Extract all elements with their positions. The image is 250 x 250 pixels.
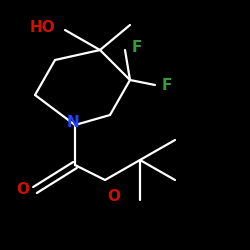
Text: N: N xyxy=(66,115,79,130)
Text: O: O xyxy=(108,189,120,204)
Text: F: F xyxy=(131,40,141,55)
Text: HO: HO xyxy=(29,20,55,35)
Text: F: F xyxy=(161,78,172,92)
Text: O: O xyxy=(16,182,29,198)
